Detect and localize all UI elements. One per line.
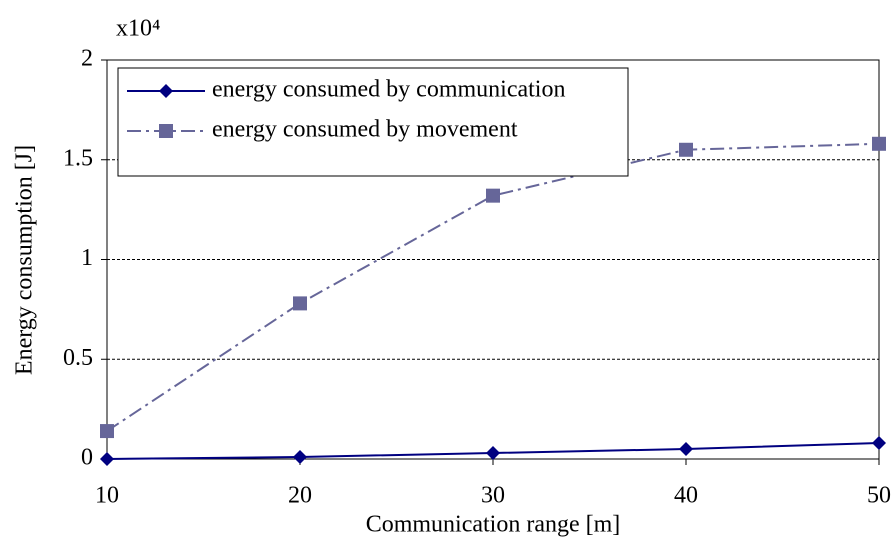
marker (679, 442, 693, 457)
y-tick-label: 0.5 (63, 345, 93, 371)
legend-box (117, 67, 629, 177)
legend-marker (159, 124, 173, 138)
legend-label: energy consumed by movement (212, 117, 518, 143)
x-tick-label: 30 (481, 483, 505, 509)
y-axis-label: Energy consumption [J] (12, 145, 38, 375)
x-tick-label: 50 (867, 483, 891, 509)
x-tick-label: 40 (674, 483, 698, 509)
marker (872, 136, 886, 151)
marker (872, 436, 886, 451)
y-tick-label: 0 (81, 445, 93, 471)
marker (486, 188, 500, 203)
x-tick-label: 20 (288, 483, 312, 509)
marker (100, 424, 114, 439)
x-tick-label: 10 (95, 483, 119, 509)
marker (486, 446, 500, 461)
y-tick-label: 1 (81, 245, 93, 271)
y-tick-label: 1.5 (63, 145, 93, 171)
marker (293, 450, 307, 465)
series-line (106, 142, 880, 432)
marker (293, 296, 307, 311)
x-axis-label: Communication range [m] (366, 512, 621, 538)
y-tick-label: 2 (81, 46, 93, 72)
marker (100, 452, 114, 466)
legend-label: energy consumed by communication (212, 77, 565, 103)
marker (679, 142, 693, 157)
axis-multiplier: x10⁴ (116, 16, 160, 42)
legend-marker (159, 84, 173, 98)
